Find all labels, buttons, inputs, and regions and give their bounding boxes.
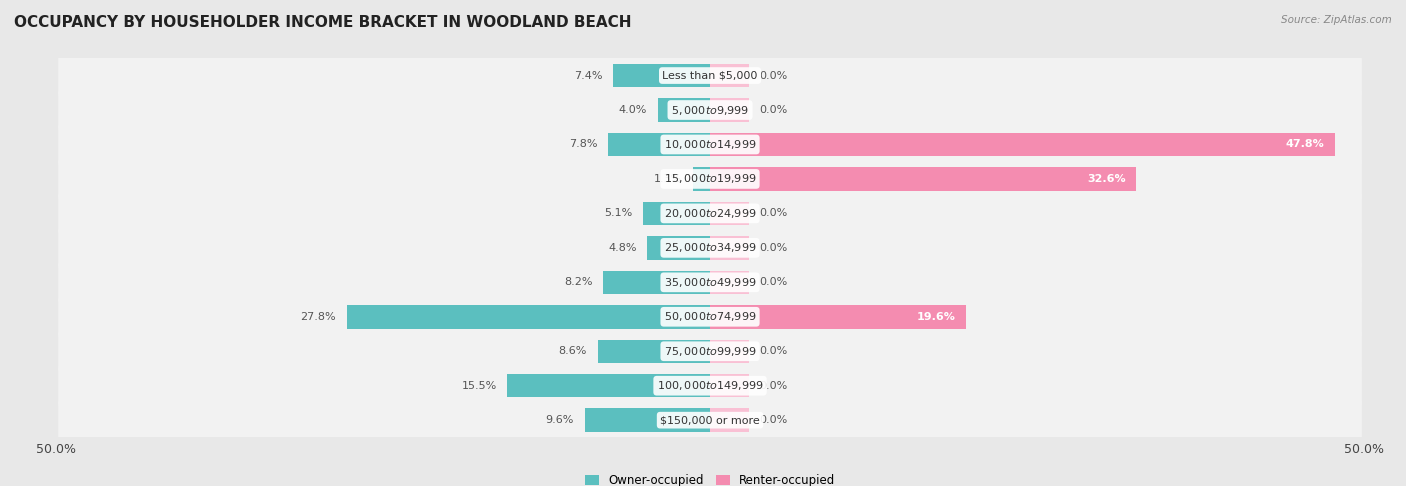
FancyBboxPatch shape	[58, 227, 1362, 269]
Bar	[585, 408, 710, 432]
Bar	[598, 340, 710, 363]
Text: $20,000 to $24,999: $20,000 to $24,999	[664, 207, 756, 220]
Text: 19.6%: 19.6%	[917, 312, 956, 322]
FancyBboxPatch shape	[58, 261, 1362, 303]
FancyBboxPatch shape	[58, 192, 1362, 234]
Text: Less than $5,000: Less than $5,000	[662, 70, 758, 81]
Text: 0.0%: 0.0%	[759, 208, 787, 218]
Bar	[710, 202, 749, 225]
Legend: Owner-occupied, Renter-occupied: Owner-occupied, Renter-occupied	[579, 469, 841, 486]
Text: 4.0%: 4.0%	[619, 105, 647, 115]
Bar	[710, 408, 749, 432]
Bar	[710, 305, 966, 329]
Text: 47.8%: 47.8%	[1286, 139, 1324, 150]
Bar	[710, 340, 749, 363]
Bar	[607, 133, 710, 156]
FancyBboxPatch shape	[58, 399, 1362, 441]
FancyBboxPatch shape	[58, 330, 1362, 372]
Text: $150,000 or more: $150,000 or more	[661, 415, 759, 425]
FancyBboxPatch shape	[58, 364, 1362, 407]
Text: $10,000 to $14,999: $10,000 to $14,999	[664, 138, 756, 151]
Bar	[710, 271, 749, 294]
Bar	[710, 374, 749, 398]
Bar	[710, 64, 749, 87]
Text: 0.0%: 0.0%	[759, 243, 787, 253]
Text: $5,000 to $9,999: $5,000 to $9,999	[671, 104, 749, 117]
Text: OCCUPANCY BY HOUSEHOLDER INCOME BRACKET IN WOODLAND BEACH: OCCUPANCY BY HOUSEHOLDER INCOME BRACKET …	[14, 15, 631, 30]
Text: 7.4%: 7.4%	[574, 70, 603, 81]
Text: 0.0%: 0.0%	[759, 70, 787, 81]
Bar	[710, 133, 1336, 156]
Bar	[613, 64, 710, 87]
Text: 9.6%: 9.6%	[546, 415, 574, 425]
Bar	[644, 202, 710, 225]
Text: $75,000 to $99,999: $75,000 to $99,999	[664, 345, 756, 358]
Bar	[647, 236, 710, 260]
Text: 0.0%: 0.0%	[759, 278, 787, 287]
Text: 27.8%: 27.8%	[301, 312, 336, 322]
Text: 8.6%: 8.6%	[558, 346, 588, 356]
Text: $25,000 to $34,999: $25,000 to $34,999	[664, 242, 756, 254]
FancyBboxPatch shape	[58, 158, 1362, 200]
Bar	[710, 167, 1136, 191]
Text: $50,000 to $74,999: $50,000 to $74,999	[664, 310, 756, 323]
Text: 4.8%: 4.8%	[609, 243, 637, 253]
Bar	[603, 271, 710, 294]
Bar	[508, 374, 710, 398]
Text: 0.0%: 0.0%	[759, 346, 787, 356]
Bar	[710, 236, 749, 260]
Text: 8.2%: 8.2%	[564, 278, 592, 287]
FancyBboxPatch shape	[58, 54, 1362, 97]
Bar	[346, 305, 710, 329]
Text: 0.0%: 0.0%	[759, 381, 787, 391]
Text: $15,000 to $19,999: $15,000 to $19,999	[664, 173, 756, 186]
Text: 0.0%: 0.0%	[759, 415, 787, 425]
FancyBboxPatch shape	[58, 123, 1362, 166]
Bar	[693, 167, 710, 191]
Text: 1.3%: 1.3%	[654, 174, 682, 184]
Bar	[710, 98, 749, 122]
Text: 0.0%: 0.0%	[759, 105, 787, 115]
Text: $35,000 to $49,999: $35,000 to $49,999	[664, 276, 756, 289]
Text: $100,000 to $149,999: $100,000 to $149,999	[657, 379, 763, 392]
Text: Source: ZipAtlas.com: Source: ZipAtlas.com	[1281, 15, 1392, 25]
Bar	[658, 98, 710, 122]
Text: 15.5%: 15.5%	[461, 381, 496, 391]
FancyBboxPatch shape	[58, 296, 1362, 338]
Text: 7.8%: 7.8%	[569, 139, 598, 150]
FancyBboxPatch shape	[58, 89, 1362, 131]
Text: 32.6%: 32.6%	[1087, 174, 1126, 184]
Text: 5.1%: 5.1%	[605, 208, 633, 218]
